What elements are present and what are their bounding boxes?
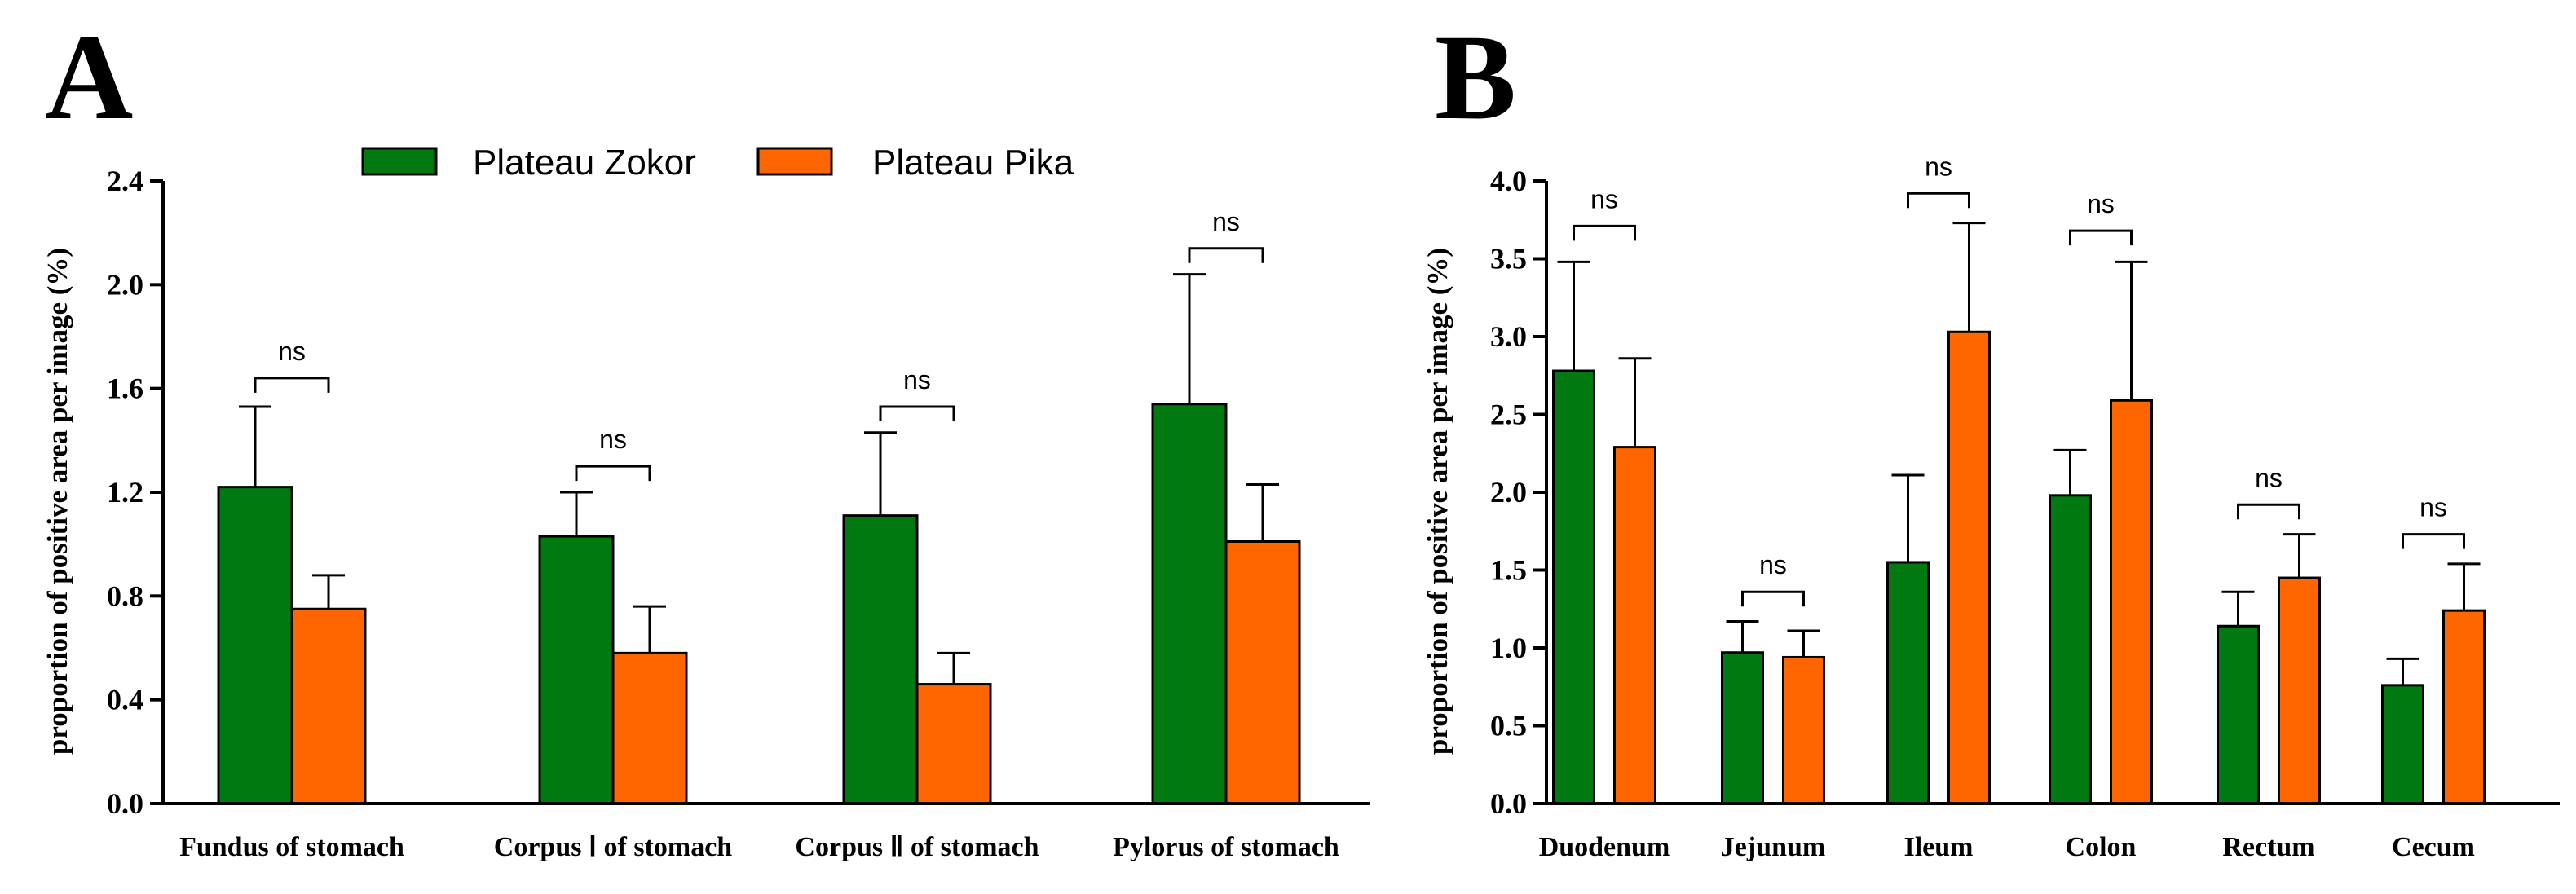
panel-b-bar-zokor [2217, 624, 2260, 805]
panel-a-y-ticks: 0.0 0.4 0.8 1.2 1.6 2.0 2.4 [107, 165, 163, 820]
panel-a-label: A [45, 10, 133, 145]
legend-swatch-pika [756, 147, 833, 176]
panel-a-category-label: Corpus Ⅰ of stomach [494, 832, 733, 862]
panel-b-bar-zokor [1721, 651, 1764, 805]
legend-swatch-zokor [361, 147, 438, 176]
panel-a-significance-bracket [575, 465, 651, 482]
panel-a-y-tick-label: 0.0 [107, 787, 143, 820]
panel-a-y-tick-label: 2.0 [107, 268, 143, 301]
panel-b-significance-label: ns [1925, 152, 1952, 181]
panel-b-bars [1552, 222, 2486, 805]
panel-b-bar-zokor [2381, 684, 2424, 805]
panel-b-y-tick-label: 3.5 [1490, 243, 1527, 275]
panel-a-y-tick-label: 0.4 [107, 684, 143, 716]
panel-b-significance: ns ns ns ns ns ns [1573, 152, 2465, 607]
panel-b-y-tick-label: 3.0 [1490, 320, 1527, 353]
panel-a: proportion of positive area per image (%… [42, 165, 1370, 862]
panel-a-significance-label: ns [1212, 207, 1240, 236]
panel-b-bar-zokor [1886, 561, 1930, 805]
panel-b-y-tick-label: 1.0 [1490, 632, 1527, 664]
panel-a-significance: ns ns ns ns [254, 207, 1264, 482]
panel-b-bar-pika [2442, 609, 2486, 805]
panel-b-bar-zokor [2049, 494, 2092, 805]
panel-b-category-label: Jejunum [1721, 832, 1825, 862]
panel-b-category-label: Rectum [2222, 832, 2314, 862]
panel-b-significance-bracket [1573, 224, 1636, 241]
panel-a-significance-bracket [1188, 247, 1264, 263]
panel-b-bar-pika [1782, 655, 1825, 805]
panel-a-category-label: Pylorus of stomach [1113, 832, 1339, 862]
panel-a-y-tick-label: 1.2 [107, 476, 143, 509]
panel-b-y-axis-label: proportion of positive area per image (%… [1422, 248, 1453, 755]
panel-b-significance-label: ns [2087, 189, 2115, 218]
panel-a-bars [217, 273, 1301, 805]
panel-a-bar-zokor [538, 535, 615, 805]
legend: Plateau Zokor Plateau Pika [361, 143, 1074, 183]
legend-label-zokor: Plateau Zokor [473, 143, 696, 183]
panel-a-y-tick-label: 2.4 [107, 165, 143, 197]
panel-b-y-tick-label: 1.5 [1490, 554, 1527, 587]
panel-a-bar-pika [915, 683, 992, 805]
panel-b-bar-pika [2110, 399, 2153, 805]
panel-b-categories: Duodenum Jejunum Ileum Colon Rectum Cecum [1539, 832, 2475, 862]
panel-b-significance-bracket [1907, 192, 1970, 209]
panel-a-y-tick-label: 1.6 [107, 372, 143, 405]
panel-a-bar-pika [611, 651, 688, 805]
panel-b-significance-label: ns [1759, 550, 1787, 579]
panel-b-category-label: Ileum [1904, 832, 1974, 862]
panel-a-bar-zokor [1151, 403, 1228, 805]
panel-a-category-label: Fundus of stomach [179, 832, 404, 862]
panel-a-bar-zokor [217, 486, 293, 805]
panel-b-y-tick-label: 4.0 [1490, 165, 1527, 197]
panel-b-significance-bracket [1741, 590, 1805, 607]
panel-a-significance-bracket [879, 405, 955, 421]
panel-a-y-axis-label: proportion of positive area per image (%… [42, 248, 73, 755]
panel-b-category-label: Duodenum [1539, 832, 1670, 862]
panel-a-bar-pika [290, 607, 367, 805]
panel-b-significance-label: ns [2419, 493, 2447, 522]
panel-a-bar-pika [1224, 539, 1301, 805]
panel-b-y-tick-label: 2.0 [1490, 476, 1527, 509]
panel-a-category-label: Corpus Ⅱ of stomach [795, 832, 1039, 862]
panel-a-categories: Fundus of stomach Corpus Ⅰ of stomach Corp… [179, 832, 1339, 862]
panel-b-y-tick-label: 0.0 [1490, 787, 1527, 820]
panel-b-category-label: Cecum [2392, 832, 2475, 862]
panel-a-significance-label: ns [599, 425, 627, 454]
panel-a-y-tick-label: 0.8 [107, 579, 143, 612]
panel-b-significance-bracket [2237, 503, 2300, 520]
panel-b-significance-bracket [2402, 533, 2465, 549]
panel-a-significance-bracket [254, 377, 330, 393]
panel-b-bar-zokor [1552, 369, 1595, 805]
panel-b-bar-pika [1613, 446, 1656, 805]
panel-b: proportion of positive area per image (%… [1422, 152, 2560, 862]
panel-b-y-tick-label: 2.5 [1490, 399, 1527, 431]
panel-b-significance-bracket [2069, 229, 2133, 246]
panel-b-significance-label: ns [1590, 184, 1618, 214]
panel-b-bar-pika [1947, 330, 1991, 805]
panel-a-bar-zokor [842, 514, 919, 805]
panel-b-y-ticks: 0.0 0.5 1.0 1.5 2.0 2.5 3.0 3.5 4.0 [1490, 165, 1546, 820]
panel-b-bar-pika [2278, 576, 2321, 805]
panel-a-significance-label: ns [278, 337, 306, 366]
panel-b-significance-label: ns [2255, 463, 2283, 492]
panel-b-category-label: Colon [2066, 832, 2137, 862]
panel-b-y-tick-label: 0.5 [1490, 710, 1527, 742]
panel-b-label: B [1435, 10, 1516, 145]
legend-label-pika: Plateau Pika [872, 143, 1074, 183]
panel-a-significance-label: ns [903, 365, 931, 394]
